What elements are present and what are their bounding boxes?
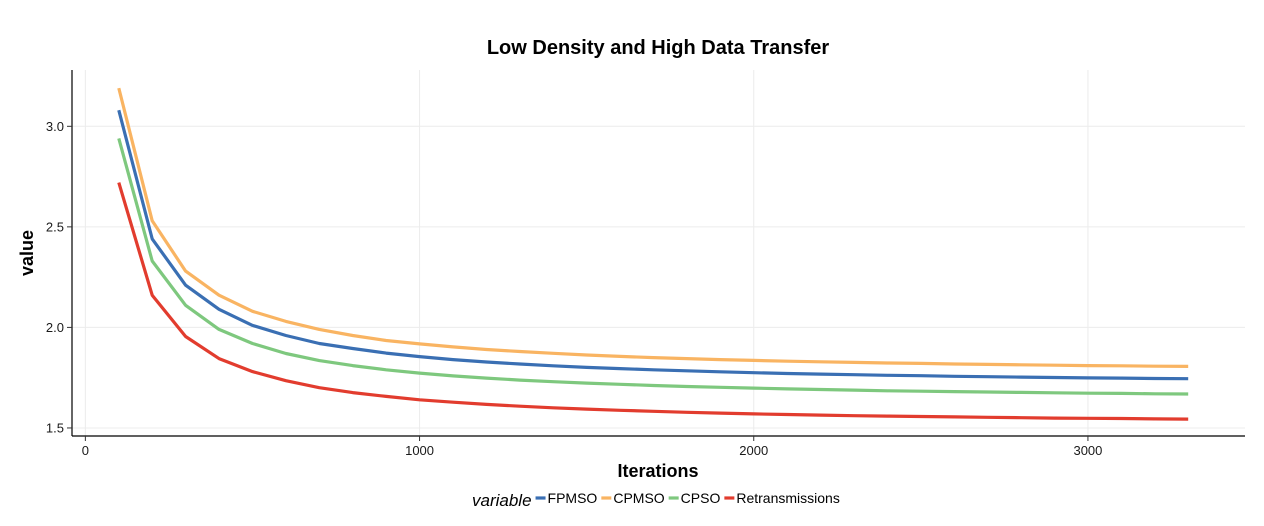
y-axis-title: value [17, 230, 37, 276]
series-line-fpmso [117, 109, 1189, 381]
y-tick-label: 3.0 [46, 119, 64, 134]
x-tick-label: 0 [82, 443, 89, 458]
x-tick-label: 2000 [739, 443, 768, 458]
chart-title: Low Density and High Data Transfer [487, 37, 830, 59]
series-line-retransmissions [117, 182, 1189, 421]
tick-labels: 0 1000 2000 3000 1.5 2.0 2.5 3.0 [46, 119, 1102, 458]
series-line-cpmso [117, 87, 1189, 368]
legend-title: variable [472, 491, 532, 510]
legend-label-cpmso: CPMSO [613, 490, 664, 506]
legend-label-cpso: CPSO [681, 490, 721, 506]
grid-lines [72, 70, 1245, 436]
axes [71, 70, 1245, 437]
legend-label-fpmso: FPMSO [548, 490, 598, 506]
series-line-cpso [117, 137, 1189, 396]
x-tick-label: 1000 [405, 443, 434, 458]
y-tick-label: 1.5 [46, 420, 64, 435]
x-axis-title: Iterations [617, 461, 698, 481]
y-tick-label: 2.0 [46, 320, 64, 335]
legend: variable FPMSO CPMSO CPSO Retransmissions [472, 490, 840, 510]
series-lines [117, 87, 1189, 421]
x-tick-label: 3000 [1073, 443, 1102, 458]
y-tick-label: 2.5 [46, 219, 64, 234]
legend-label-retransmissions: Retransmissions [736, 490, 839, 506]
